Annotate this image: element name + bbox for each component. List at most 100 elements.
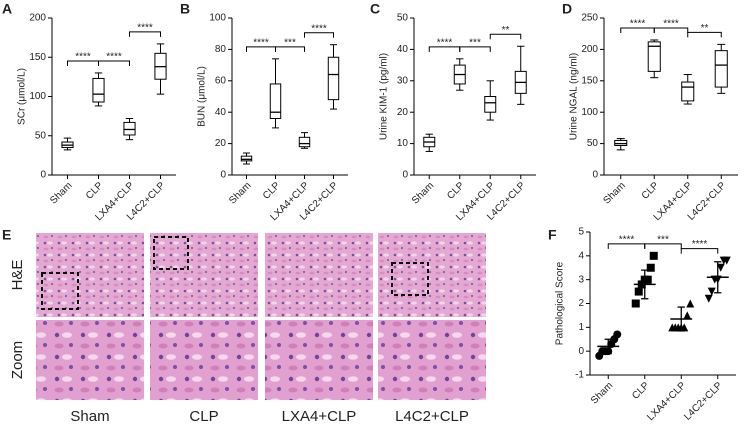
significance-label: **** <box>619 234 635 245</box>
y-tick-label: 30 <box>397 75 409 86</box>
significance-label: **** <box>311 23 327 34</box>
histology-image <box>378 320 486 400</box>
y-tick-label: 40 <box>215 107 227 118</box>
x-tick-label: CLP <box>261 180 283 202</box>
row-label: Zoom <box>9 341 26 379</box>
x-tick-label: Sham <box>601 180 627 206</box>
significance-bracket <box>644 243 682 249</box>
box <box>681 81 695 102</box>
significance-bracket <box>304 32 334 38</box>
y-tick-label: 150 <box>581 75 598 86</box>
y-tick-label: 80 <box>215 44 227 55</box>
histology-image <box>265 233 373 317</box>
y-tick-label: 200 <box>29 13 46 24</box>
point <box>643 275 652 284</box>
panel-letter: B <box>180 1 190 17</box>
y-tick-label: -1 <box>575 370 584 381</box>
y-tick-label: 20 <box>215 138 227 149</box>
panel-letter: A <box>2 1 12 17</box>
box <box>327 56 340 101</box>
significance-label: **** <box>106 52 122 63</box>
x-tick-label: CLP <box>84 180 106 202</box>
y-tick-label: 250 <box>581 13 598 24</box>
significance-bracket <box>680 248 719 254</box>
histology-image <box>378 233 486 317</box>
significance-label: **** <box>437 37 453 48</box>
y-tick-label: 100 <box>209 13 226 24</box>
x-tick-label: CLP <box>445 180 467 202</box>
box <box>484 96 497 113</box>
y-tick-label: 60 <box>215 75 227 86</box>
significance-label: *** <box>284 37 296 48</box>
chart: F Pathological Score -1 0 1 2 3 4 5 Sham CLPLXA4+C… <box>548 227 736 423</box>
x-tick-label: CLP <box>630 380 652 402</box>
column-label: Sham <box>70 408 109 425</box>
y-tick-label: 0 <box>578 346 584 357</box>
y-tick-label: 100 <box>581 107 598 118</box>
y-tick-label: 200 <box>581 44 598 55</box>
y-tick-label: 0 <box>592 170 598 181</box>
y-tick-label: 10 <box>397 138 409 149</box>
point <box>716 263 725 272</box>
x-tick-label: Sham <box>48 180 74 206</box>
box <box>298 136 311 148</box>
y-axis-label: SCr (μmol/L) <box>17 68 28 125</box>
significance-label: **** <box>630 19 646 30</box>
point <box>707 287 716 296</box>
column-label: LXA4+CLP <box>282 408 357 425</box>
y-axis-label: Urine KIM-1 (pg/ml) <box>379 53 390 140</box>
box <box>647 41 661 72</box>
row-label: H&E <box>9 260 26 291</box>
significance-label: ** <box>701 23 709 34</box>
significance-label: **** <box>137 23 153 34</box>
y-tick-label: 3 <box>578 274 584 285</box>
point <box>631 299 640 308</box>
x-tick-label: CLP <box>640 180 662 202</box>
column-label: L4C2+CLP <box>395 408 469 425</box>
y-tick-label: 5 <box>578 227 584 238</box>
box <box>240 155 253 162</box>
y-tick-label: 40 <box>397 44 409 55</box>
chart: D Urine NGAL (ng/ml) 0 50 100 150 200 250 Sham CL… <box>562 1 738 223</box>
significance-label: **** <box>253 37 269 48</box>
box <box>92 77 105 103</box>
x-tick-label: Sham <box>227 180 253 206</box>
y-tick-label: 20 <box>397 107 409 118</box>
y-tick-label: 50 <box>35 130 47 141</box>
y-tick-label: 50 <box>397 13 409 24</box>
significance-label: *** <box>469 37 481 48</box>
y-axis-label: Pathological Score <box>555 261 566 345</box>
significance-bracket <box>98 60 130 66</box>
significance-bracket <box>489 33 522 40</box>
x-tick-label: Sham <box>410 180 436 206</box>
y-tick-label: 0 <box>220 170 226 181</box>
significance-label: **** <box>75 52 91 63</box>
y-axis-label: Urine NGAL (ng/ml) <box>569 53 580 140</box>
histology-image <box>150 320 258 400</box>
histology-image <box>36 233 144 317</box>
significance-label: ** <box>502 25 510 36</box>
point <box>649 251 658 260</box>
significance-bracket <box>129 31 161 37</box>
panel-letter: C <box>370 1 380 17</box>
significance-bracket <box>687 31 722 38</box>
significance-bracket <box>653 27 689 33</box>
box <box>714 50 728 88</box>
y-tick-label: 0 <box>40 170 46 181</box>
histology-image <box>265 320 373 400</box>
box <box>123 121 136 136</box>
point <box>646 263 655 272</box>
significance-bracket <box>275 46 305 52</box>
y-tick-label: 1 <box>578 322 584 333</box>
point <box>704 294 713 303</box>
histology-image <box>150 233 258 317</box>
x-tick-label: L4C2+CLP <box>682 380 725 423</box>
significance-bracket <box>459 46 491 52</box>
zoom-region <box>391 262 429 296</box>
y-tick-label: 4 <box>578 250 584 261</box>
panel-letter: E <box>2 227 11 243</box>
point <box>686 299 695 308</box>
